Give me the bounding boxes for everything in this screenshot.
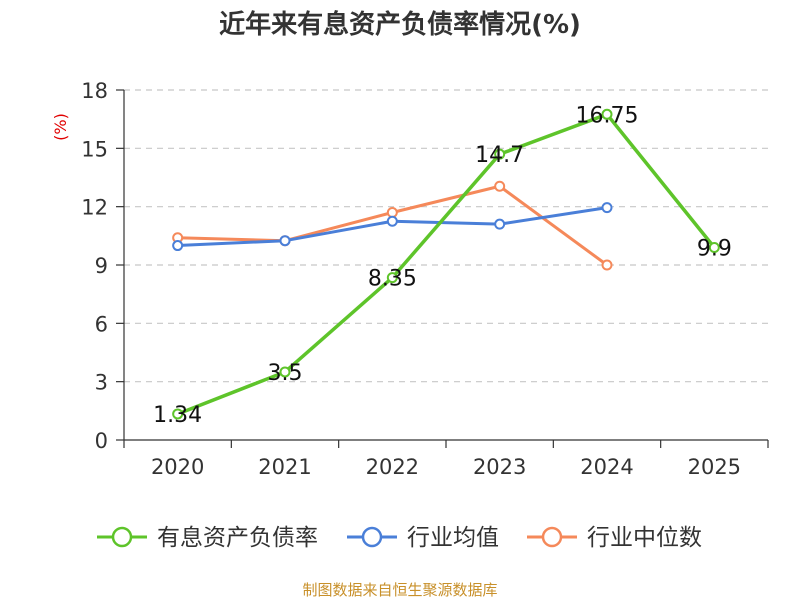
- data-point: [601, 202, 613, 214]
- legend-label: 行业中位数: [587, 525, 702, 551]
- y-tick-label: 9: [95, 254, 108, 278]
- data-point: [172, 240, 184, 252]
- data-point: [172, 408, 184, 420]
- data-label: 3.5: [268, 361, 303, 386]
- data-label: 8.35: [368, 267, 417, 292]
- y-tick-label: 18: [81, 79, 108, 103]
- series: [172, 108, 720, 420]
- y-tick-label: 6: [95, 312, 108, 336]
- y-tick-label: 3: [95, 371, 108, 395]
- series-line: [177, 112, 716, 416]
- data-point: [601, 259, 613, 271]
- legend-swatch-marker: [361, 526, 383, 548]
- legend-item[interactable]: 行业均值: [347, 525, 499, 551]
- legend-label: 行业均值: [407, 525, 499, 551]
- x-tick-label: 2023: [473, 455, 526, 479]
- data-point: [601, 108, 613, 120]
- data-label: 1.34: [153, 403, 202, 428]
- data-point: [279, 366, 291, 378]
- y-axis-unit: (%): [51, 113, 70, 141]
- data-point: [386, 207, 398, 218]
- y-tick-label: 0: [95, 429, 108, 453]
- x-tick-label: 2024: [580, 455, 633, 479]
- x-tick-label: 2025: [688, 455, 741, 479]
- axes: 0 3 6 9 12 15 18 2020 2021 2022 2023 2024 2025: [81, 79, 769, 479]
- grid: [124, 89, 768, 383]
- data-point: [494, 180, 506, 192]
- data-point: [386, 215, 398, 227]
- data-label: 9.9: [697, 237, 732, 262]
- x-tick-label: 2021: [258, 455, 311, 479]
- data-point: [386, 272, 398, 284]
- chart-title: 近年来有息资产负债率情况(%): [219, 9, 581, 40]
- legend-item[interactable]: 有息资产负债率: [97, 525, 318, 551]
- y-tick-label: 15: [81, 137, 108, 161]
- data-point: [494, 148, 506, 160]
- data-point: [279, 235, 291, 247]
- legend-swatch-marker: [541, 526, 563, 548]
- y-tick-label: 12: [81, 196, 108, 220]
- x-tick-label: 2022: [366, 455, 419, 479]
- data-point: [494, 218, 506, 230]
- data-label: 14.7: [475, 143, 524, 168]
- legend-swatch-marker: [111, 526, 133, 548]
- source-note: 制图数据来自恒生聚源数据库: [302, 581, 497, 599]
- data-label: 16.75: [576, 103, 639, 128]
- legend-item[interactable]: 行业中位数: [527, 525, 702, 551]
- data-labels: 1.34 3.5 8.35 14.7 16.75 9.9: [153, 103, 732, 428]
- data-point: [708, 242, 720, 253]
- legend[interactable]: 有息资产负债率 行业均值 行业中位数: [97, 525, 702, 551]
- x-tick-label: 2020: [151, 455, 204, 479]
- legend-label: 有息资产负债率: [157, 525, 318, 551]
